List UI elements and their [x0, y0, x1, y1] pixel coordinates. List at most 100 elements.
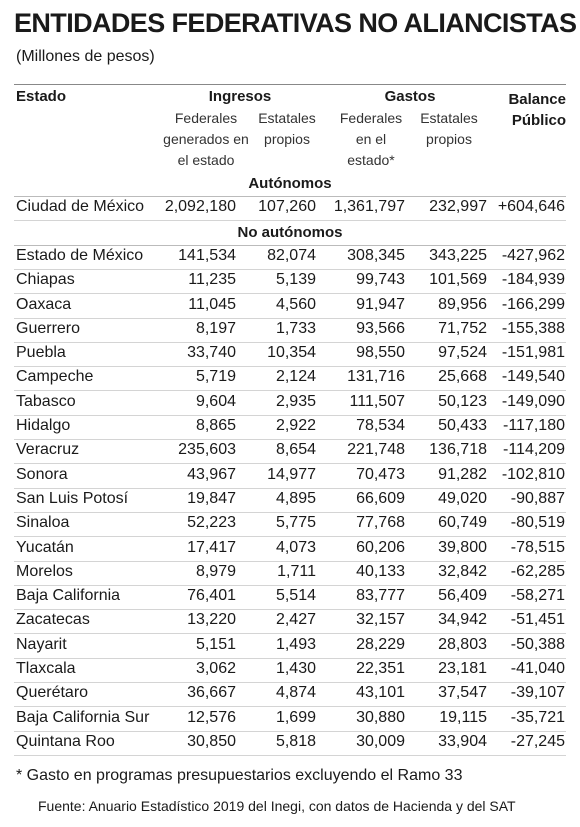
cell-value: 1,361,797: [333, 198, 405, 216]
cell-value: 91,947: [356, 295, 405, 313]
cell-value: -117,180: [503, 417, 565, 434]
cell-value: 50,123: [438, 392, 487, 410]
source: Fuente: Anuario Estadístico 2019 del Ine…: [38, 798, 516, 814]
state-name: Nayarit: [16, 635, 67, 653]
state-name: Tlaxcala: [16, 660, 76, 677]
rule: [14, 511, 566, 513]
state-name: Oaxaca: [16, 295, 72, 313]
cell-value: -62,285: [510, 562, 565, 580]
section-title: No autónomos: [237, 223, 343, 241]
footnote: * Gasto en programas presupuestarios exc…: [16, 767, 463, 784]
cell-value: 25,668: [438, 368, 487, 386]
cell-value: 77,768: [356, 514, 405, 532]
cell-value: 101,569: [429, 271, 487, 289]
cell-value: 4,073: [275, 538, 316, 556]
cell-value: 232,997: [429, 198, 487, 216]
cell-value: 8,654: [275, 441, 316, 459]
cell-value: 49,020: [438, 489, 487, 507]
cell-value: 98,550: [356, 344, 405, 362]
cell-value: 37,547: [438, 684, 487, 702]
cell-value: 12,576: [187, 708, 236, 726]
cell-value: 308,345: [347, 246, 405, 264]
cell-value: 131,716: [347, 368, 405, 386]
cell-value: 82,074: [267, 246, 316, 264]
cell-value: 33,740: [187, 344, 236, 362]
cell-value: 1,430: [275, 660, 316, 677]
cell-value: 78,534: [356, 417, 405, 434]
cell-value: 32,157: [356, 611, 405, 629]
cell-value: 9,604: [195, 392, 236, 410]
cell-value: 221,748: [347, 441, 405, 459]
cell-value: +604,646: [497, 198, 565, 216]
subtitle: (Millones de pesos): [16, 48, 155, 65]
cell-value: -78,515: [510, 538, 565, 556]
cell-value: 56,409: [438, 587, 487, 605]
rule: [14, 706, 566, 708]
cell-value: 28,229: [356, 635, 405, 653]
rule: [14, 196, 566, 197]
cell-value: -114,209: [503, 441, 565, 459]
column-header: Estado: [16, 88, 67, 105]
column-subheader: Federales generados en el estado: [163, 110, 249, 168]
rule: [14, 487, 566, 489]
cell-value: -90,887: [510, 489, 565, 507]
rule: [14, 657, 566, 659]
cell-value: 52,223: [187, 514, 236, 532]
rule: [14, 244, 566, 246]
title: ENTIDADES FEDERATIVAS NO ALIANCISTAS: [14, 8, 577, 38]
cell-value: -51,451: [510, 611, 565, 629]
cell-value: 40,133: [356, 562, 405, 580]
rule: [14, 84, 566, 85]
cell-value: -58,271: [510, 587, 565, 605]
column-subheader: Federales en el estado*: [339, 110, 403, 168]
cell-value: 33,904: [438, 732, 487, 750]
state-name: Baja California: [16, 587, 121, 605]
cell-value: 13,220: [187, 611, 236, 629]
cell-value: -184,939: [501, 271, 565, 289]
cell-value: 23,181: [438, 660, 487, 677]
cell-value: 235,603: [178, 441, 236, 459]
cell-value: -50,388: [510, 635, 565, 653]
state-name: Veracruz: [16, 441, 80, 459]
rule: [14, 220, 566, 222]
state-name: San Luis Potosí: [16, 489, 129, 507]
cell-value: 10,354: [267, 344, 316, 362]
cell-value: 5,775: [275, 514, 316, 532]
cell-value: -427,962: [501, 246, 565, 264]
rule: [14, 366, 566, 368]
state-name: Sonora: [16, 465, 68, 483]
cell-value: 36,667: [187, 684, 236, 702]
cell-value: 1,493: [275, 635, 316, 653]
cell-value: 2,124: [275, 368, 316, 386]
cell-value: 3,062: [195, 660, 236, 677]
rule: [14, 730, 566, 732]
cell-value: 70,473: [356, 465, 405, 483]
cell-value: 28,803: [438, 635, 487, 653]
rule: [14, 754, 566, 756]
cell-value: 14,977: [267, 465, 316, 483]
state-name: Ciudad de México: [16, 198, 145, 216]
cell-value: -155,388: [501, 319, 565, 337]
state-name: Estado de México: [16, 246, 144, 264]
cell-value: -35,721: [510, 708, 565, 726]
rule: [14, 390, 566, 392]
rule: [14, 463, 566, 465]
cell-value: 34,942: [438, 611, 487, 629]
cell-value: 39,800: [438, 538, 487, 556]
cell-value: 32,842: [438, 562, 487, 580]
cell-value: -39,107: [510, 684, 565, 702]
state-name: Zacatecas: [16, 611, 90, 629]
rule: [14, 293, 566, 295]
rule: [14, 560, 566, 562]
cell-value: 5,514: [275, 587, 316, 605]
cell-value: -80,519: [510, 514, 565, 532]
cell-value: 2,922: [275, 417, 316, 434]
rule: [14, 414, 566, 416]
cell-value: 8,865: [195, 417, 236, 434]
state-name: Tabasco: [16, 392, 76, 410]
cell-value: 136,718: [429, 441, 487, 459]
cell-value: 5,719: [195, 368, 236, 386]
cell-value: -149,540: [501, 368, 565, 386]
cell-value: 17,417: [187, 538, 236, 556]
cell-value: 2,935: [275, 392, 316, 410]
